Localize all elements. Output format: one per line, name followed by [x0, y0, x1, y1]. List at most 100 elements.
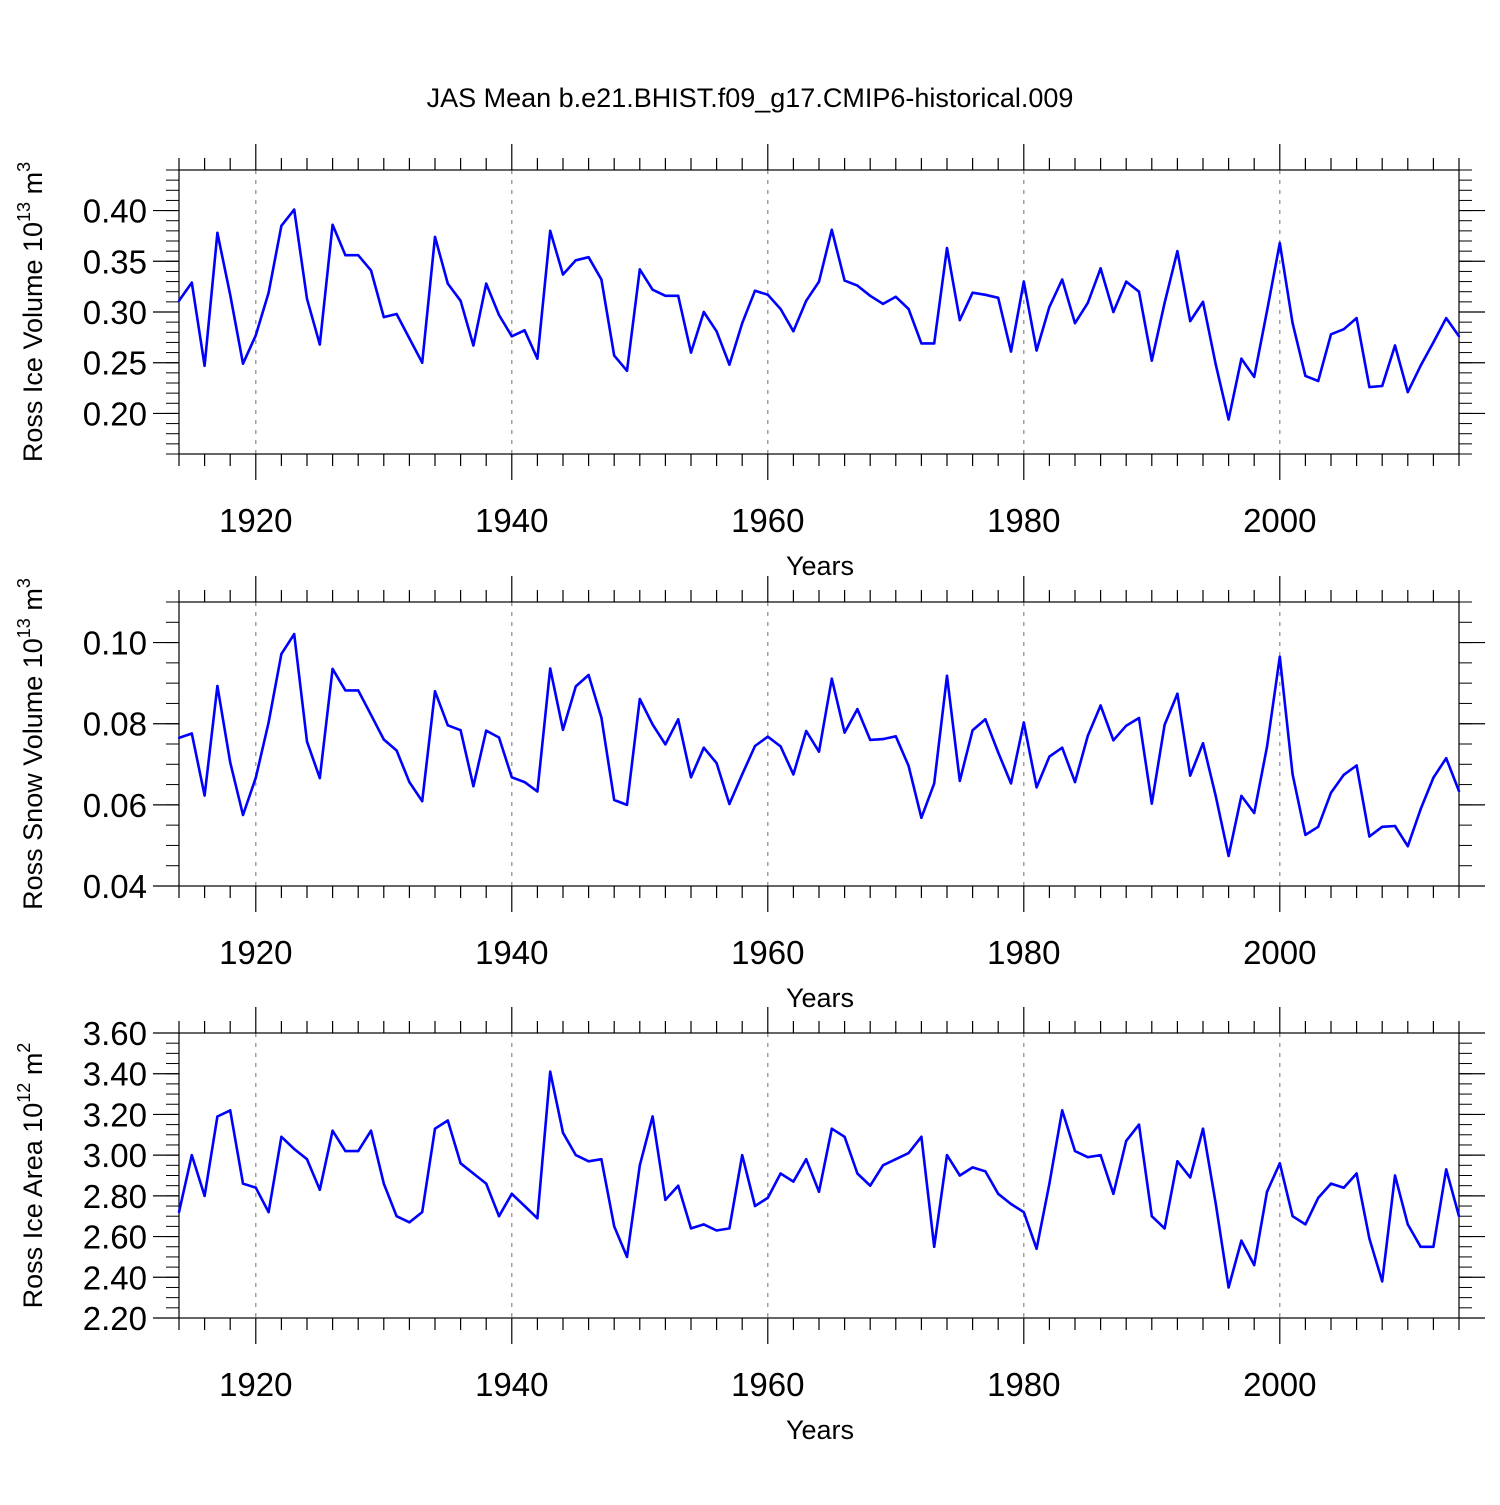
- data-point: [433, 235, 437, 239]
- y-tick-label: 0.10: [83, 625, 147, 662]
- data-point: [267, 291, 270, 294]
- data-point: [817, 1190, 821, 1193]
- data-point: [1073, 321, 1077, 325]
- data-point: [293, 1147, 296, 1151]
- data-point: [1189, 319, 1192, 323]
- data-point: [894, 735, 897, 738]
- data-point: [369, 713, 373, 716]
- data-point: [1445, 1168, 1448, 1171]
- data-point: [945, 674, 949, 678]
- data-point: [1061, 1109, 1064, 1112]
- data-point: [625, 1255, 629, 1259]
- x-tick-label: 1980: [987, 502, 1060, 539]
- data-point: [613, 798, 616, 802]
- y-tick-label: 0.20: [83, 395, 147, 432]
- data-point: [1035, 349, 1038, 352]
- data-point: [1304, 833, 1307, 837]
- data-point: [945, 246, 949, 250]
- data-point: [677, 1184, 680, 1187]
- data-point: [1009, 350, 1013, 353]
- data-point: [625, 803, 629, 807]
- data-point: [1278, 1162, 1282, 1165]
- data-point: [229, 293, 232, 296]
- data-point: [1240, 1239, 1243, 1242]
- data-point: [1457, 789, 1461, 793]
- y-axis-label-ylabel-exp: 13: [14, 618, 34, 638]
- data-point: [1022, 721, 1025, 724]
- data-point: [459, 729, 462, 732]
- data-point: [408, 337, 411, 340]
- plot-frame: [178, 1032, 1460, 1319]
- x-tick-label: 1960: [731, 934, 804, 971]
- data-point: [805, 729, 808, 733]
- data-point: [741, 1153, 744, 1157]
- data-point: [318, 1188, 321, 1191]
- data-point: [843, 279, 846, 282]
- data-point: [689, 1227, 693, 1230]
- data-point: [817, 750, 821, 753]
- data-point: [1073, 1149, 1077, 1153]
- data-point: [1406, 1223, 1410, 1226]
- data-point: [408, 1221, 411, 1224]
- data-point: [600, 1158, 603, 1161]
- data-point: [1381, 384, 1384, 388]
- data-point: [1048, 1182, 1051, 1185]
- data-point: [472, 784, 475, 788]
- data-point: [216, 684, 219, 688]
- data-point: [945, 1153, 949, 1157]
- data-point: [1227, 418, 1230, 421]
- x-tick-label: 1980: [987, 1366, 1060, 1403]
- data-point: [1099, 267, 1102, 270]
- data-point: [421, 361, 424, 364]
- data-point: [446, 1119, 449, 1122]
- data-point: [433, 690, 437, 693]
- data-point: [613, 1225, 616, 1228]
- data-point: [741, 321, 744, 325]
- data-point: [830, 677, 833, 680]
- data-point: [395, 749, 398, 752]
- data-point: [472, 344, 475, 347]
- data-point: [536, 357, 539, 360]
- data-point: [1342, 1186, 1346, 1189]
- data-point: [1214, 1202, 1218, 1206]
- data-point: [190, 732, 193, 735]
- data-point: [984, 293, 987, 296]
- x-tick-label: 1920: [219, 934, 292, 971]
- data-point: [1163, 723, 1166, 727]
- data-point: [625, 369, 629, 373]
- data-point: [190, 1153, 193, 1157]
- data-point: [753, 1204, 757, 1208]
- data-point: [830, 228, 833, 232]
- data-point: [305, 1158, 309, 1161]
- data-point: [318, 343, 321, 346]
- data-point: [1150, 359, 1154, 362]
- data-point: [1009, 1202, 1013, 1206]
- data-point: [728, 363, 731, 366]
- data-point: [587, 673, 590, 677]
- series-line-snow-volume: [178, 632, 1461, 858]
- data-point: [1329, 1182, 1333, 1185]
- y-tick-label: 2.60: [83, 1219, 147, 1256]
- data-point: [1061, 278, 1064, 281]
- data-point: [497, 736, 501, 739]
- data-point: [920, 342, 923, 345]
- data-point: [1176, 692, 1179, 695]
- data-point: [280, 224, 283, 227]
- data-point: [805, 299, 808, 303]
- data-point: [1022, 1210, 1025, 1214]
- data-point: [357, 254, 360, 257]
- data-point: [728, 802, 731, 806]
- x-tick-label: 1940: [475, 934, 548, 971]
- panels: 0.20 0.25 0.30 0.35 0.40 1920 1940 1960 1980 2000…: [14, 144, 1485, 1445]
- chart-title: JAS Mean b.e21.BHIST.f09_g17.CMIP6-histo…: [427, 83, 1074, 113]
- y-tick-label: 0.25: [83, 345, 147, 382]
- y-axis-label: Ross Snow Volume 1013 m3: [14, 578, 48, 910]
- data-point: [267, 721, 270, 724]
- y-tick-label: 3.20: [83, 1096, 147, 1133]
- data-point: [305, 740, 309, 743]
- data-point: [651, 723, 654, 726]
- data-point: [753, 289, 757, 292]
- data-point: [958, 1174, 961, 1177]
